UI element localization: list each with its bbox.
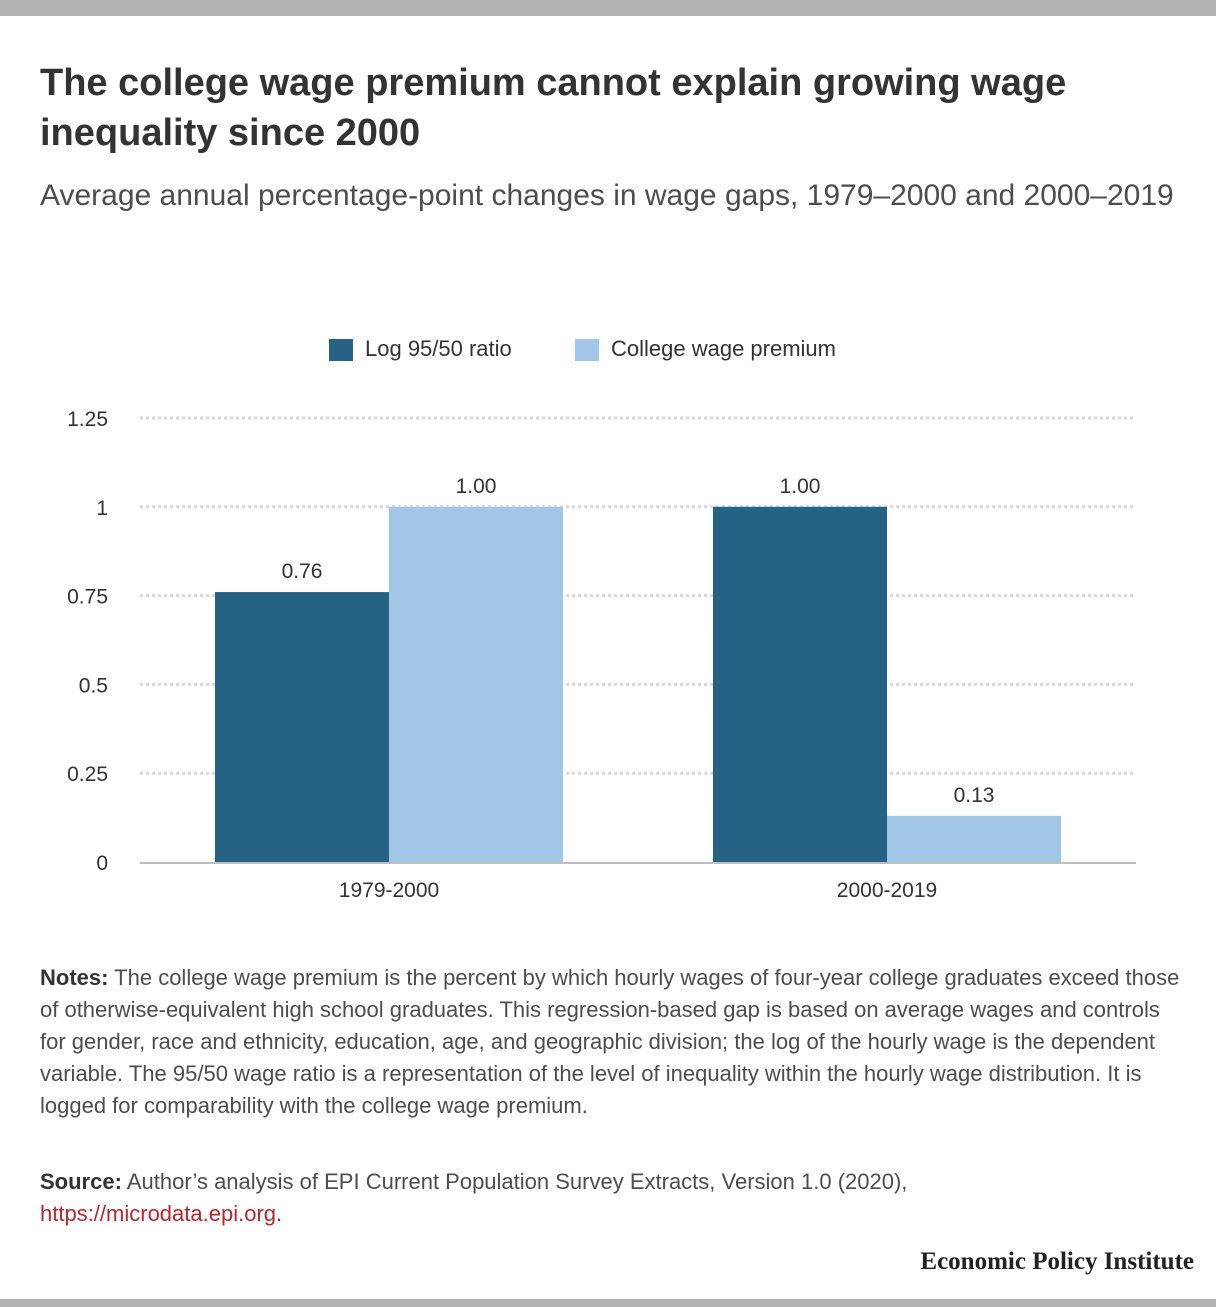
y-tick-label: 0.25: [67, 763, 108, 786]
bar: [713, 506, 887, 862]
brand-logo-text: Economic Policy Institute: [920, 1248, 1194, 1275]
chart-notes: Notes: The college wage premium is the p…: [40, 962, 1180, 1122]
chart-legend: Log 95/50 ratio College wage premium: [0, 330, 1216, 366]
data-label: 1.00: [780, 475, 821, 498]
source-text: Author’s analysis of EPI Current Populat…: [126, 1169, 908, 1194]
legend-swatch-college-premium: [575, 339, 599, 361]
source-link[interactable]: https://microdata.epi.org.: [40, 1201, 283, 1226]
y-tick-label: 0: [96, 852, 108, 875]
legend-swatch-log-ratio: [329, 339, 353, 361]
data-label: 0.13: [954, 784, 995, 807]
y-tick-label: 1.25: [67, 408, 108, 431]
y-tick-label: 0.75: [67, 586, 108, 609]
notes-label: Notes:: [40, 965, 109, 990]
y-tick-label: 0.5: [79, 674, 108, 697]
legend-label-college-premium: College wage premium: [611, 336, 836, 361]
bottom-border: [0, 1299, 1216, 1307]
chart-subtitle: Average annual percentage-point changes …: [40, 179, 1174, 212]
data-label: 0.76: [282, 560, 323, 583]
x-tick-label: 2000-2019: [837, 879, 937, 902]
data-label: 1.00: [456, 475, 497, 498]
y-tick-label: 1: [96, 497, 108, 520]
bar: [215, 592, 389, 862]
notes-text: The college wage premium is the percent …: [40, 965, 1180, 1118]
bar: [389, 506, 563, 862]
bar-chart: 0 0.25 0.5 0.75 1 1.25 0.76 1.00 1979-2000 1.00 0.…: [67, 408, 1136, 902]
legend-label-log-ratio: Log 95/50 ratio: [365, 336, 512, 361]
chart-title: The college wage premium cannot explain …: [40, 62, 1067, 154]
chart-source: Source: Author’s analysis of EPI Current…: [40, 1166, 1180, 1230]
top-border: [0, 0, 1216, 16]
bar: [887, 815, 1061, 862]
source-label: Source:: [40, 1169, 122, 1194]
x-tick-label: 1979-2000: [339, 879, 439, 902]
